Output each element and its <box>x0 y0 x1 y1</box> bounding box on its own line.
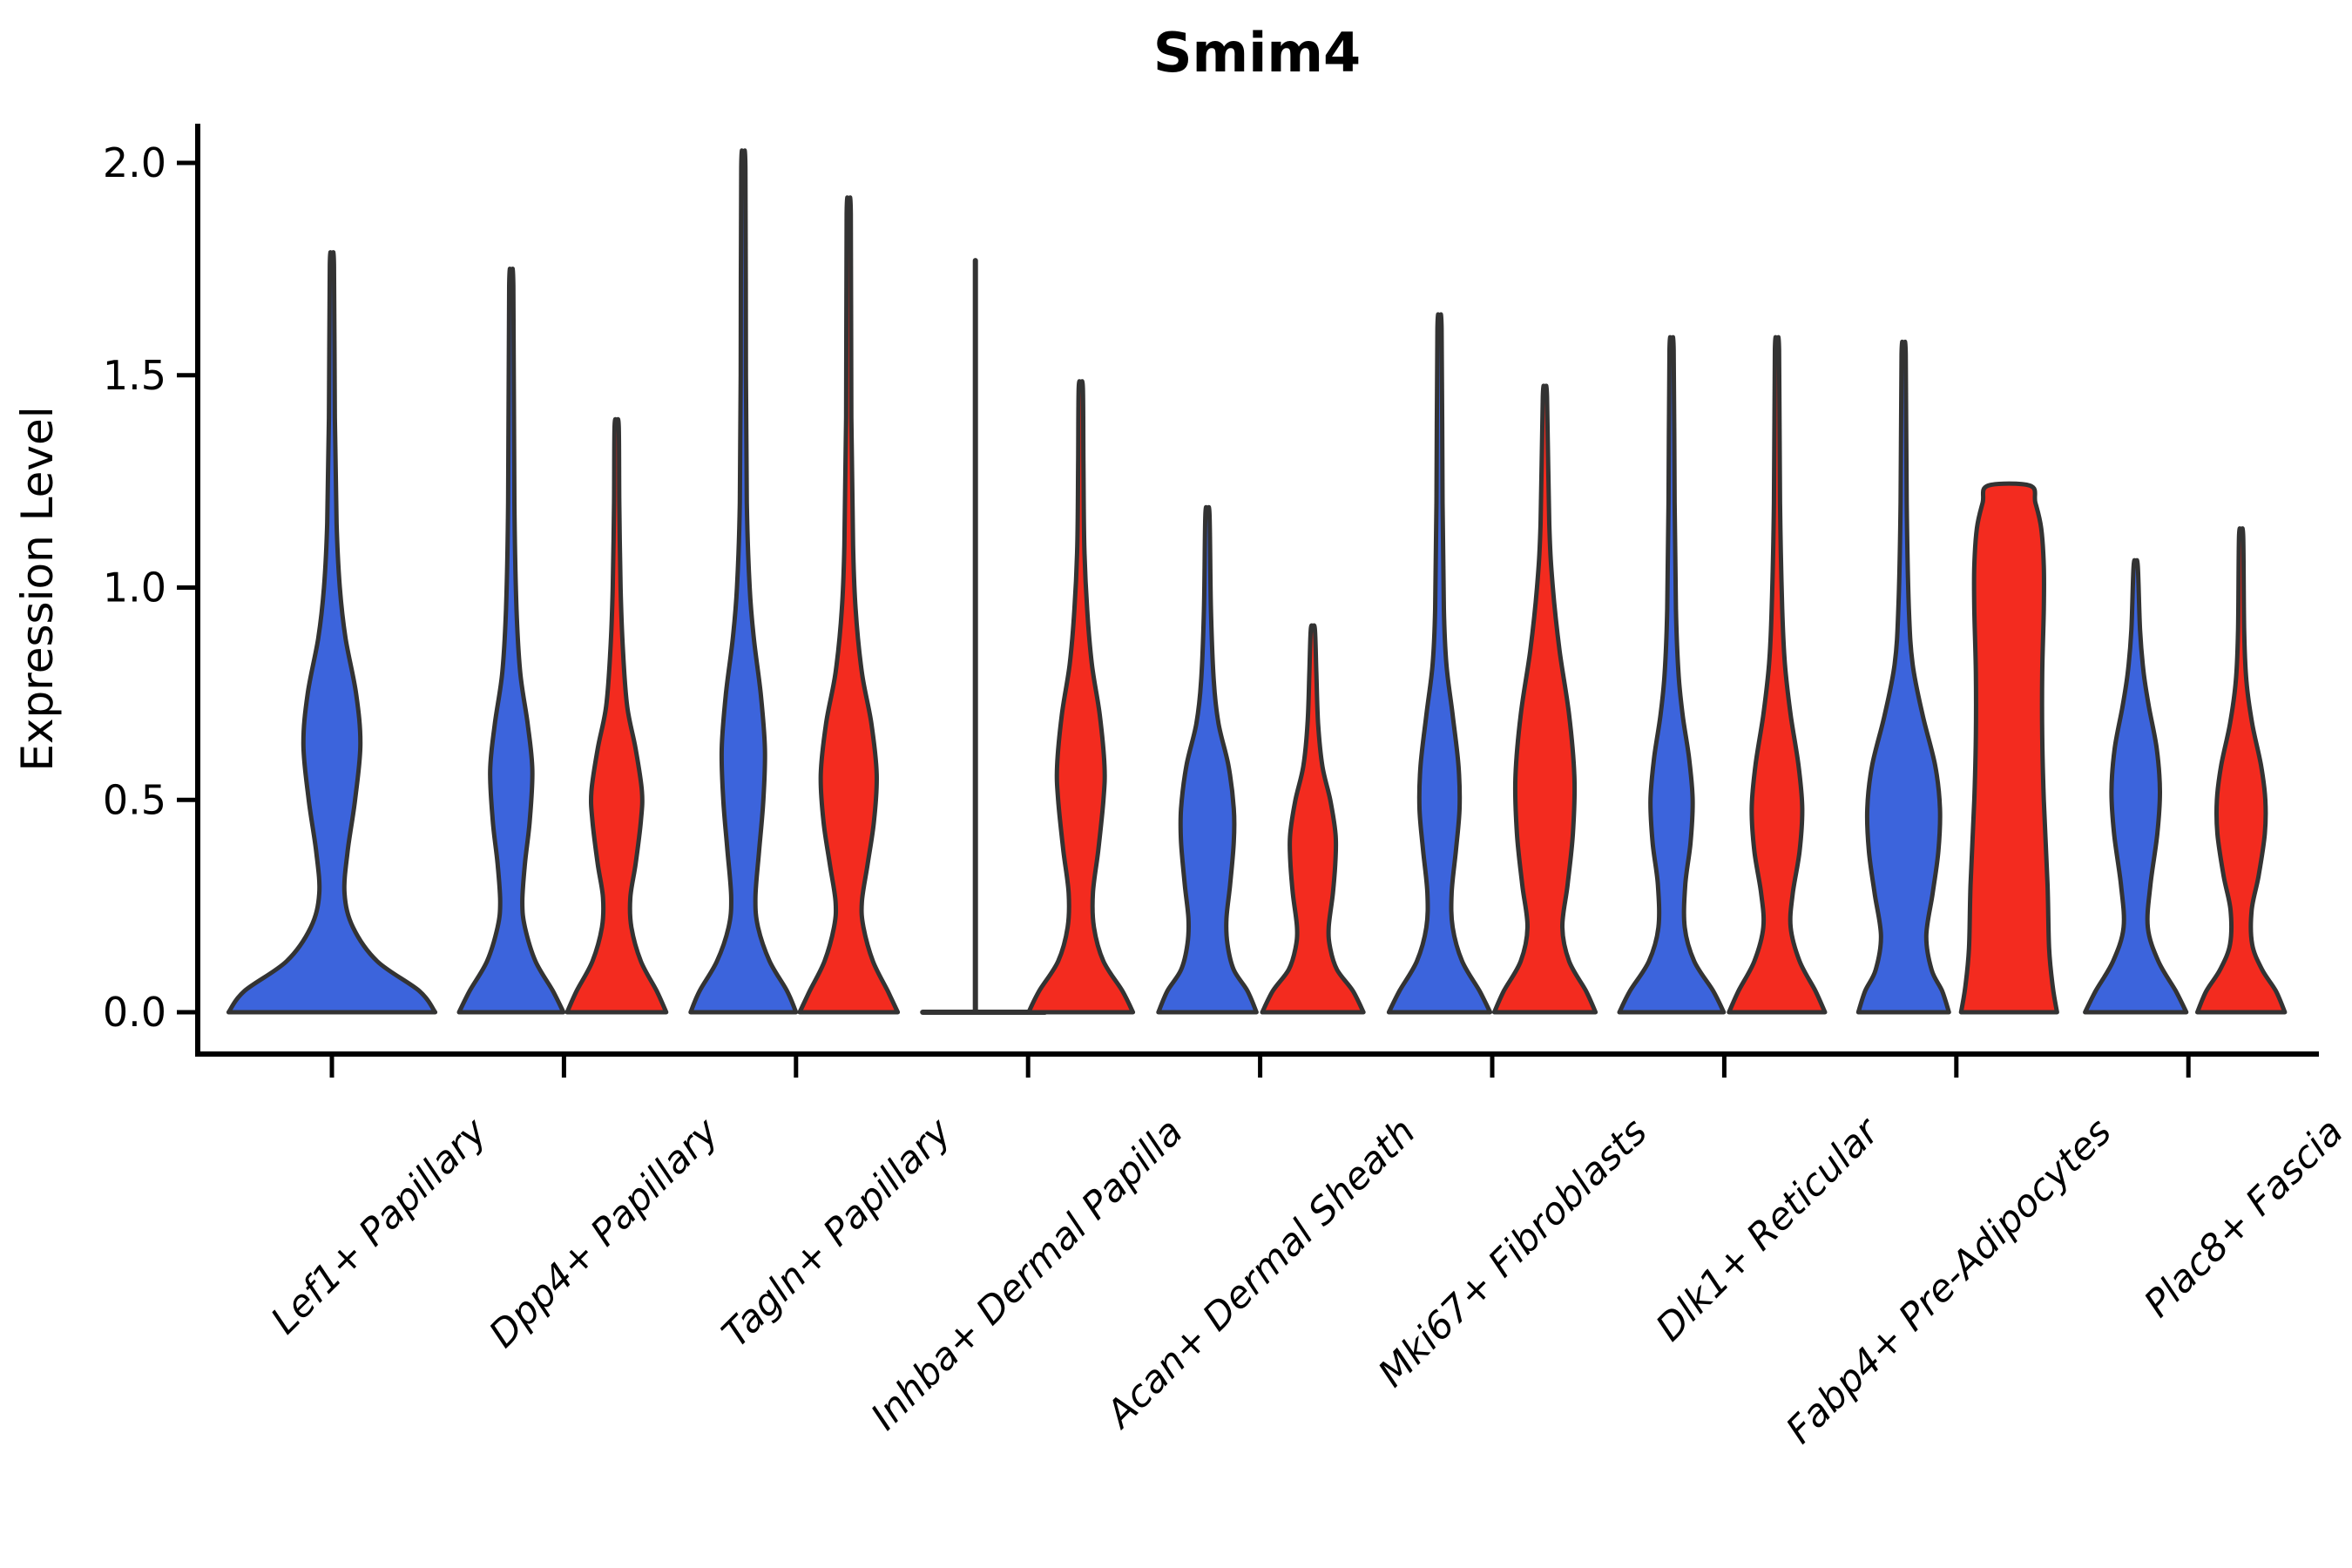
violin-acan-dermal-sheath-red <box>1260 623 1366 1015</box>
violin-dlk1-reticular-blue <box>1617 335 1727 1015</box>
violin-fabp4-pre-adipocytes-blue <box>1855 339 1951 1015</box>
violin-tagln-papillary-blue <box>688 148 799 1015</box>
violin-fabp4-pre-adipocytes-red <box>1958 481 2059 1015</box>
violin-inhba-dermal-papilla-blue <box>920 258 1048 1015</box>
violin-acan-dermal-sheath-blue <box>1156 504 1259 1015</box>
y-tick-label: 1.0 <box>103 564 166 612</box>
violin-dlk1-reticular-red <box>1727 335 1828 1015</box>
violin-lef1-papillary-blue <box>226 250 438 1015</box>
x-tick-label-mki67-fibroblasts: Mki67+ Fibroblasts <box>1370 1110 1656 1396</box>
x-tick-label-plac8-fascia: Plac8+ Fascia <box>2136 1110 2352 1326</box>
y-axis-label: Expression Level <box>12 406 63 771</box>
violin-dpp4-papillary-blue <box>456 267 566 1015</box>
violin-plac8-fascia-red <box>2195 526 2288 1015</box>
violin-inhba-dermal-papilla-red <box>1026 379 1136 1015</box>
violin-mki67-fibroblasts-blue <box>1386 312 1493 1015</box>
y-tick-label: 0.5 <box>103 776 166 823</box>
x-tick-label-dpp4-papillary: Dpp4+ Papillary <box>481 1110 727 1356</box>
x-tick-label-tagln-papillary: Tagln+ Papillary <box>714 1110 961 1356</box>
violins-layer <box>226 148 2288 1015</box>
x-tick-label-dlk1-reticular: Dlk1+ Reticular <box>1648 1109 1889 1350</box>
y-tick-label: 1.5 <box>103 352 166 399</box>
y-tick-label: 0.0 <box>103 989 166 1036</box>
violin-mki67-fibroblasts-red <box>1491 383 1598 1015</box>
violin-dpp4-papillary-red <box>564 416 669 1015</box>
violin-tagln-papillary-red <box>797 195 901 1015</box>
violin-plac8-fascia-blue <box>2083 558 2189 1015</box>
chart-title: Smim4 <box>1153 21 1361 84</box>
x-tick-label-lef1-papillary: Lef1+ Papillary <box>263 1110 496 1342</box>
y-tick-label: 2.0 <box>103 139 166 186</box>
